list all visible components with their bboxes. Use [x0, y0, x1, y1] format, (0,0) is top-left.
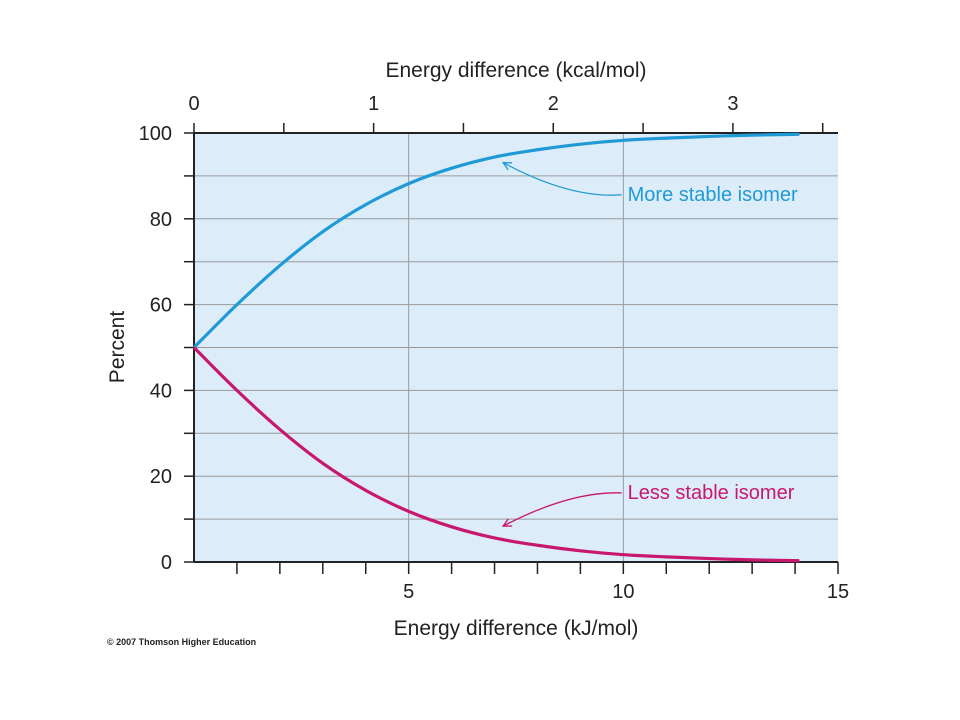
x-tick-label: 5 [403, 581, 414, 603]
x-axis-title: Energy difference (kJ/mol) [394, 617, 639, 640]
x2-tick-label: 1 [368, 93, 379, 115]
x-tick-label: 15 [827, 581, 849, 603]
y-tick-label: 60 [150, 295, 172, 317]
x-tick-label: 10 [612, 581, 634, 603]
x2-axis-title: Energy difference (kcal/mol) [385, 59, 646, 82]
arrowhead-more-stable [501, 161, 513, 171]
series-line-less-stable [192, 346, 800, 563]
series-line-more-stable [192, 132, 800, 349]
y-tick-label: 100 [139, 123, 172, 145]
arrowhead-less-stable [501, 518, 513, 527]
y-tick-label: 40 [150, 380, 172, 402]
x2-tick-label: 2 [548, 93, 559, 115]
y-tick-label: 0 [161, 552, 172, 574]
y-tick-label: 20 [150, 466, 172, 488]
grid [194, 133, 838, 562]
x2-tick-label: 0 [188, 93, 199, 115]
leader-line-more-stable [502, 162, 622, 196]
x2-tick-label: 3 [727, 93, 738, 115]
series-label-less-stable: Less stable isomer [628, 482, 795, 504]
series-label-more-stable: More stable isomer [628, 184, 798, 206]
y-axis-title: Percent [106, 311, 129, 384]
leader-line-less-stable [502, 492, 622, 527]
series-group: More stable isomer Less stable isomer [192, 132, 800, 563]
y-tick-label: 80 [150, 209, 172, 231]
copyright-credit: © 2007 Thomson Higher Education [107, 637, 257, 647]
